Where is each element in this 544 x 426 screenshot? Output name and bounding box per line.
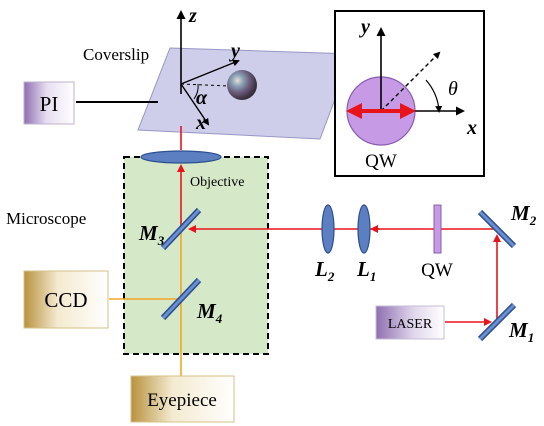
eyepiece-box: [130, 375, 235, 423]
mirror-m4-face: [161, 278, 201, 320]
l2-label: L2: [314, 257, 335, 284]
objective-lens: [140, 150, 222, 164]
m2-label: M2: [510, 201, 537, 228]
mirror-m3-face: [161, 208, 201, 250]
pi-label: PI: [40, 92, 59, 116]
quarter-wave-plate: [433, 204, 442, 254]
x-axis-coverslip-label: x: [195, 112, 206, 134]
x-axis-coverslip: [180, 83, 210, 126]
laser-box: [375, 305, 445, 340]
l1-label: L1: [356, 257, 376, 284]
y-axis-coverslip-label: y: [229, 40, 240, 62]
theta-label: θ: [448, 78, 458, 100]
qw-inset-label: QW: [365, 151, 397, 172]
inset-polarization-arrow-left: [346, 103, 362, 119]
microscope-body: [123, 156, 269, 355]
y-axis-coverslip: [180, 59, 240, 85]
l2-label-sub: 2: [327, 269, 335, 284]
theta-arc: [425, 79, 443, 113]
m3-label: M3: [138, 221, 165, 248]
m4-label-sub: 4: [215, 311, 223, 326]
microscope-label: Microscope: [6, 209, 86, 228]
inset-y-label: y: [359, 16, 370, 38]
m4-label: M4: [196, 299, 223, 326]
lens-l2: [321, 204, 335, 254]
m1-label-base: M: [508, 318, 529, 342]
sphere-reference-line: [180, 83, 231, 87]
m3-label-base: M: [138, 221, 159, 245]
lens-l1: [357, 204, 371, 254]
objective-label: Objective: [190, 175, 244, 190]
eyepiece-label: Eyepiece: [147, 390, 217, 411]
m1-label-sub: 1: [528, 330, 535, 345]
pi-box: [23, 81, 75, 125]
alpha-arc: [193, 83, 199, 100]
mirror-m1-face: [478, 303, 516, 341]
ccd-box: [23, 270, 109, 329]
m2-label-base: M: [510, 201, 531, 225]
ccd-label: CCD: [44, 288, 87, 312]
m2-label-sub: 2: [529, 213, 537, 228]
l2-label-base: L: [314, 257, 328, 281]
inset-polarization-arrow-right: [400, 103, 416, 119]
m4-label-base: M: [196, 299, 217, 323]
microsphere: [227, 70, 257, 100]
inset-x-label: x: [466, 117, 477, 139]
coverslip-label: Coverslip: [83, 45, 149, 64]
laser-label: LASER: [388, 317, 433, 332]
m3-label-sub: 3: [157, 233, 165, 248]
m1-label: M1: [508, 318, 534, 345]
l1-label-sub: 1: [370, 269, 377, 284]
l1-label-base: L: [356, 257, 370, 281]
alpha-label: α: [196, 87, 208, 109]
mirror-m2-face: [478, 210, 516, 248]
z-axis-label: z: [188, 5, 197, 27]
qw-bottom-label: QW: [421, 260, 453, 281]
